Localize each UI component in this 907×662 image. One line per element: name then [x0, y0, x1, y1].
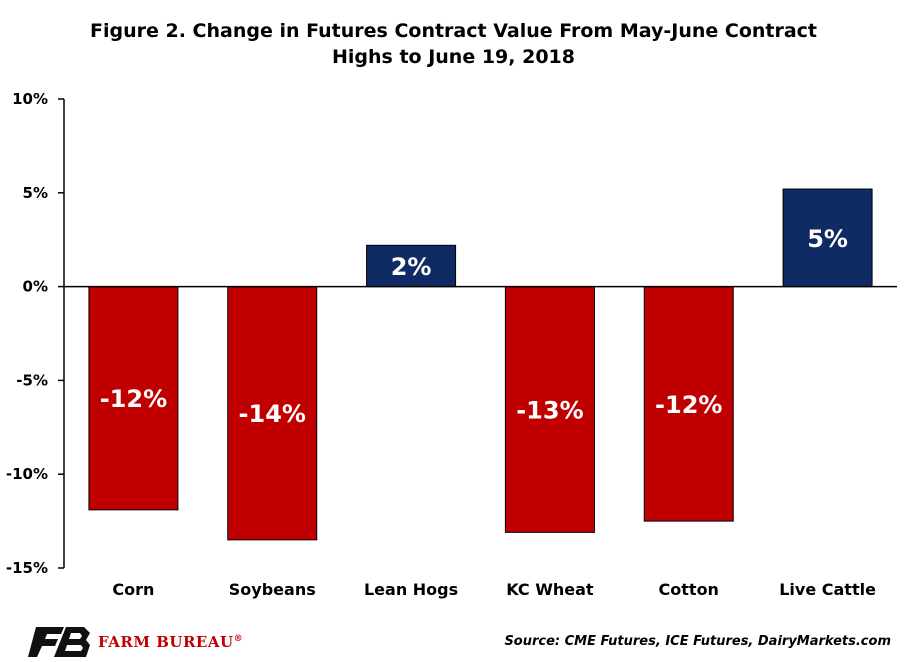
registered-mark: ® — [233, 634, 244, 644]
data-label: 2% — [391, 253, 432, 281]
y-tick-label: 5% — [23, 184, 48, 202]
bars-group — [88, 188, 873, 541]
y-tick-label: 10% — [12, 90, 48, 108]
farm-bureau-logo: FARM BUREAU® — [28, 624, 243, 660]
y-tick-label: -5% — [16, 371, 48, 389]
chart-title-line2: Highs to June 19, 2018 — [332, 46, 575, 68]
axes-group: 10% 5% 0% -5% -10% -15% — [6, 90, 897, 577]
category-label: Soybeans — [229, 580, 316, 599]
category-label: Live Cattle — [779, 580, 876, 599]
y-tick-label: -15% — [6, 559, 48, 577]
data-label: -14% — [239, 400, 306, 428]
farm-bureau-wordmark: FARM BUREAU® — [98, 633, 243, 651]
farm-bureau-emblem-icon — [28, 627, 90, 657]
chart-title: Figure 2. Change in Futures Contract Val… — [0, 18, 907, 70]
logo-text: FARM BUREAU — [98, 633, 234, 651]
data-label: -12% — [100, 385, 167, 413]
data-label: 5% — [807, 225, 848, 253]
bar-corn — [88, 286, 179, 511]
category-label: Cotton — [659, 580, 719, 599]
category-label: KC Wheat — [506, 580, 594, 599]
bar-live-cattle — [782, 188, 873, 288]
bar-lean-hogs — [366, 244, 457, 288]
bar-kc-wheat — [504, 286, 595, 533]
category-label: Lean Hogs — [364, 580, 458, 599]
y-tick-label: -10% — [6, 465, 48, 483]
chart-title-line1: Figure 2. Change in Futures Contract Val… — [89, 20, 818, 42]
labels-group: -12% Corn -14% Soybeans 2% Lean Hogs -13% KC Wh… — [100, 225, 876, 599]
y-tick-label: 0% — [23, 278, 48, 296]
bar-soybeans — [227, 286, 318, 541]
data-label: -12% — [655, 391, 722, 419]
source-note: Source: CME Futures, ICE Futures, DairyM… — [504, 634, 891, 649]
data-label: -13% — [516, 396, 583, 424]
category-label: Corn — [112, 580, 154, 599]
